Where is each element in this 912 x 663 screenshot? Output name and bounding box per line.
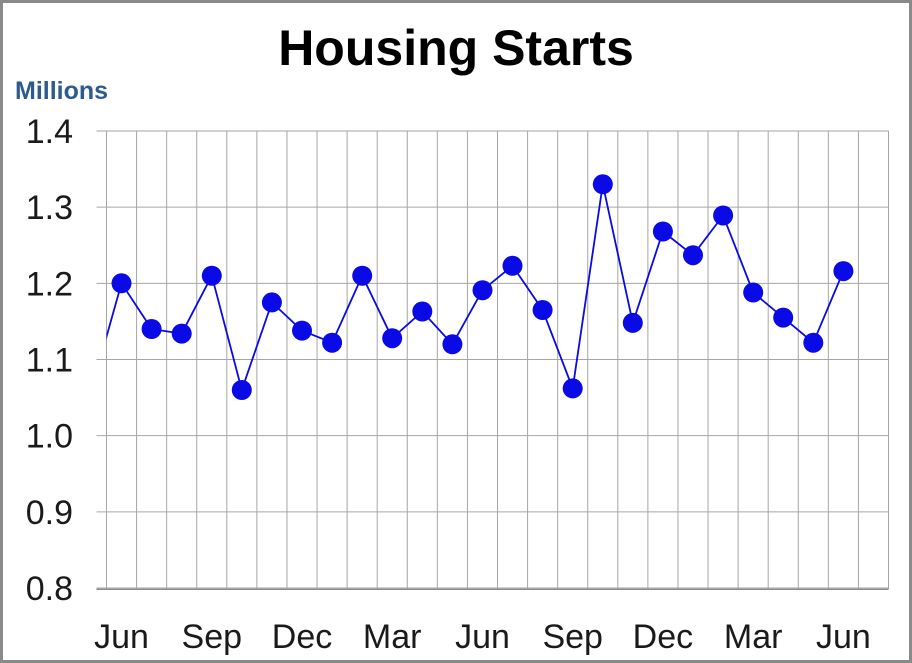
y-axis-labels: 1.4 1.3 1.2 1.1 1.0 0.9 0.8 [26, 113, 73, 608]
data-point [743, 282, 764, 303]
data-point [532, 300, 553, 320]
x-tick-label: Mar [363, 618, 422, 656]
y-tick-label: 1.4 [26, 113, 73, 151]
chart-title: Housing Starts [278, 20, 634, 76]
data-point [502, 255, 523, 276]
data-point [683, 245, 703, 266]
x-tick-label: Sep [182, 618, 243, 656]
x-tick-label: Jun [455, 618, 510, 656]
y-tick-label: 0.8 [26, 570, 73, 608]
data-point [322, 332, 343, 353]
data-point [833, 261, 854, 282]
data-point [382, 328, 403, 349]
data-point [231, 380, 252, 400]
x-tick-label: Mar [724, 618, 783, 656]
data-point [111, 273, 132, 294]
y-tick-label: 1.1 [26, 342, 73, 380]
plot-area: 1.4 1.3 1.2 1.1 1.0 0.9 0.8 Jun Sep Dec Mar Jun Sep D… [26, 113, 889, 656]
y-axis-unit-label: Millions [15, 77, 109, 105]
data-point [442, 334, 463, 355]
data-point [803, 332, 824, 353]
x-tick-label: Jun [94, 618, 149, 656]
x-tick-label: Dec [272, 618, 332, 656]
x-tick-label: Dec [633, 618, 693, 656]
y-tick-label: 1.0 [26, 418, 73, 456]
series-group [106, 174, 854, 400]
data-point [622, 312, 643, 333]
gridlines-group [96, 130, 889, 589]
data-point [292, 320, 312, 341]
data-point [592, 174, 613, 195]
y-tick-label: 1.2 [26, 265, 73, 303]
data-point [562, 378, 583, 399]
data-point [652, 221, 673, 242]
data-point [141, 319, 162, 339]
data-point [412, 301, 433, 322]
data-point [261, 292, 282, 313]
x-tick-label: Sep [542, 618, 603, 656]
data-point [352, 265, 373, 286]
y-tick-label: 0.9 [26, 494, 73, 532]
data-point [201, 265, 222, 286]
x-axis-labels: Jun Sep Dec Mar Jun Sep Dec Mar Jun [94, 618, 871, 656]
x-tick-label: Jun [816, 618, 871, 656]
data-point [773, 307, 794, 328]
data-point [472, 280, 493, 301]
data-point [171, 323, 192, 344]
y-tick-label: 1.3 [26, 189, 73, 227]
data-point [713, 205, 734, 226]
